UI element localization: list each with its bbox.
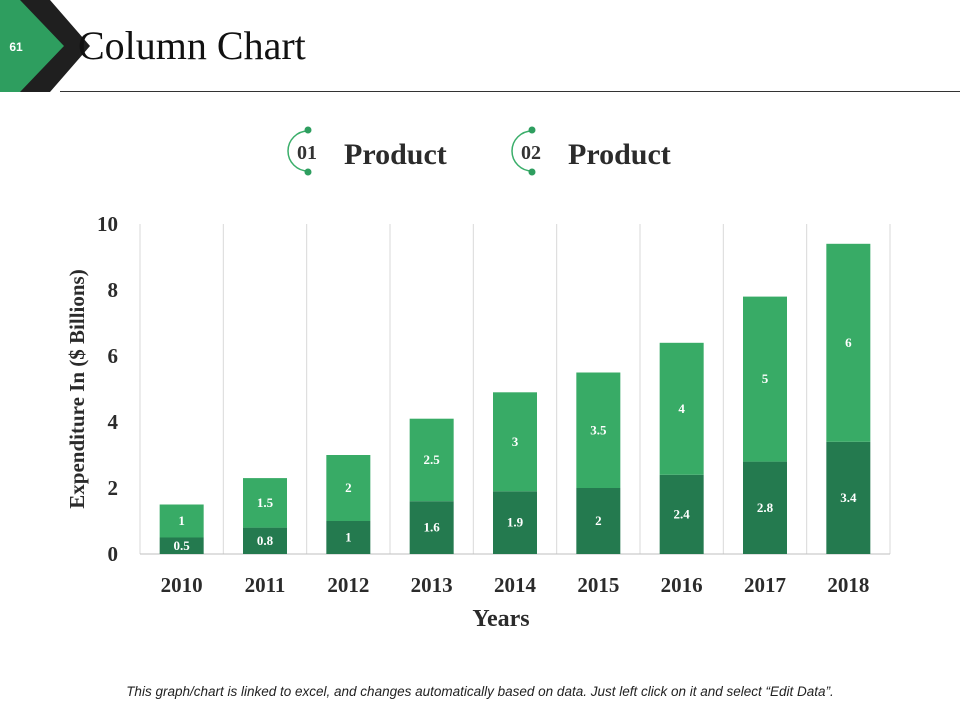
- bar-segment-2016-s2: [659, 342, 704, 475]
- slide-number: 61: [9, 40, 23, 54]
- legend-label: Product: [344, 138, 447, 171]
- data-label: 1: [345, 530, 352, 545]
- data-label: 2: [345, 480, 352, 495]
- x-tick-label: 2012: [327, 573, 369, 597]
- data-label: 1: [178, 513, 185, 528]
- bar-segment-2018-s1: [826, 441, 871, 554]
- x-tick-label: 2014: [494, 573, 537, 597]
- bar-segment-2013-s2: [409, 418, 454, 502]
- bar-segment-2018-s2: [826, 243, 871, 442]
- y-tick-label: 0: [108, 542, 119, 566]
- bar-segment-2011-s2: [243, 478, 287, 528]
- data-label: 1.5: [257, 495, 274, 510]
- y-tick-label: 8: [108, 278, 119, 302]
- x-tick-label: 2013: [411, 573, 453, 597]
- legend-number: 01: [297, 142, 317, 164]
- footer-note: This graph/chart is linked to excel, and…: [126, 684, 834, 699]
- x-tick-label: 2016: [661, 573, 703, 597]
- data-label: 3.5: [590, 422, 607, 437]
- data-label: 5: [762, 371, 769, 386]
- bar-segment-2014-s2: [493, 392, 537, 492]
- bar-segment-2017-s2: [743, 296, 787, 462]
- x-tick-label: 2015: [577, 573, 619, 597]
- bar-segment-2012-s1: [326, 521, 371, 554]
- page-title: Column Chart: [78, 23, 306, 68]
- data-label: 4: [678, 401, 685, 416]
- column-chart: 0 2 4 6 8 10 0.5 1 2010 0.8 1.5 2011 1 2 2012 1.6 2.5 201…: [65, 212, 891, 632]
- bar-segment-2010-s2: [159, 504, 204, 538]
- data-label: 0.8: [257, 533, 274, 548]
- legend-number: 02: [521, 142, 541, 164]
- data-label: 3.4: [840, 490, 857, 505]
- data-label: 3: [512, 434, 519, 449]
- legend-label: Product: [568, 138, 671, 171]
- y-tick-label: 6: [108, 344, 119, 368]
- bar-segment-2013-s1: [409, 501, 454, 554]
- bar-segment-2017-s1: [743, 461, 787, 554]
- x-axis-title: Years: [472, 606, 529, 632]
- badge-green-chevron: [0, 0, 64, 92]
- y-tick-label: 2: [108, 476, 119, 500]
- data-label: 2.4: [674, 506, 691, 521]
- y-tick-label: 10: [97, 212, 118, 236]
- y-axis-title: Expenditure In ($ Billions): [65, 269, 89, 508]
- title-divider: [60, 91, 960, 92]
- x-tick-label: 2017: [744, 573, 786, 597]
- x-tick-label: 2010: [161, 573, 203, 597]
- data-label: 2.5: [424, 452, 441, 467]
- y-tick-label: 4: [108, 410, 119, 434]
- x-tick-label: 2018: [827, 573, 869, 597]
- legend-bracket-icon: [287, 126, 312, 176]
- slide-number-badge: [0, 0, 90, 92]
- bar-segment-2014-s1: [493, 491, 537, 554]
- bar-segment-2011-s1: [243, 527, 287, 554]
- x-tick-label: 2011: [245, 573, 286, 597]
- data-label: 6: [845, 335, 852, 350]
- data-label: 2: [595, 513, 602, 528]
- data-label: 2.8: [757, 500, 774, 515]
- bar-segment-2010-s1: [159, 537, 204, 554]
- data-label: 0.5: [174, 538, 191, 553]
- data-label: 1.9: [507, 515, 524, 530]
- data-label: 1.6: [424, 520, 441, 535]
- bar-segment-2015-s2: [576, 372, 621, 488]
- bar-segment-2012-s2: [326, 455, 371, 521]
- legend-bracket-icon: [511, 126, 536, 176]
- bar-segment-2015-s1: [576, 488, 621, 554]
- bar-segment-2016-s1: [659, 474, 704, 554]
